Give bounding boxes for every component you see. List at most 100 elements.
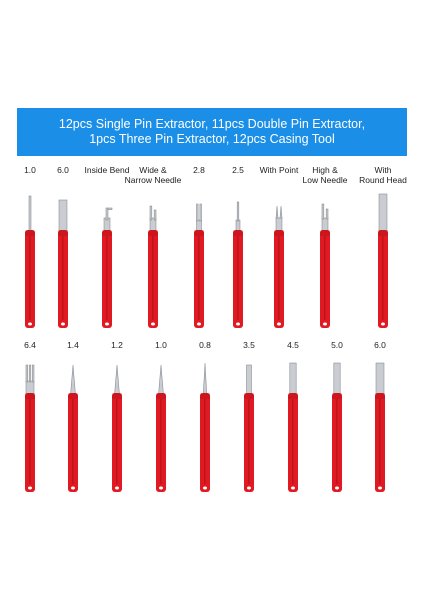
pin-extractor-tool (375, 362, 385, 492)
handle-groove (72, 399, 74, 484)
hang-hole (61, 322, 65, 326)
metal-tip (333, 362, 341, 396)
hang-hole (277, 322, 281, 326)
tool-label: 6.0 (31, 165, 95, 175)
metal-tip (114, 364, 120, 396)
pin-extractor-tool (200, 362, 210, 492)
tool-label-line-1: 4.5 (287, 340, 299, 350)
handle-groove (382, 236, 384, 320)
hang-hole (71, 486, 75, 490)
metal-tip (25, 364, 35, 396)
handle-collar (112, 393, 122, 399)
pin-extractor-tool (194, 203, 204, 328)
hang-hole (247, 486, 251, 490)
tool-label: High & Low Needle (293, 165, 357, 185)
handle-groove (29, 399, 31, 484)
pin-extractor-tool (233, 201, 243, 328)
tool-label-line-1: With (374, 165, 392, 175)
tool-label: 2.8 (167, 165, 231, 175)
tool-label-line-1: With Point (259, 165, 299, 175)
pin-extractor-tool (274, 205, 284, 328)
handle-collar (148, 230, 158, 236)
handle-groove (29, 236, 31, 320)
tool-label: 6.4 (0, 340, 62, 350)
pin-extractor-tool (112, 364, 122, 492)
tool-label: 1.0 (129, 340, 193, 350)
pin-extractor-tool (102, 207, 113, 328)
handle-groove (160, 399, 162, 484)
handle-collar (200, 393, 210, 399)
metal-tip (289, 362, 297, 396)
tool-label: 4.5 (261, 340, 325, 350)
metal-tip (275, 205, 283, 233)
handle-groove (198, 236, 200, 320)
tool-label: With Round Head (351, 165, 415, 185)
handle-collar (332, 393, 342, 399)
hang-hole (323, 322, 327, 326)
handle-collar (102, 230, 112, 236)
metal-tip (375, 362, 385, 396)
tool-label-line-1: 3.5 (243, 340, 255, 350)
handle-collar (68, 393, 78, 399)
hang-hole (381, 322, 385, 326)
handle-collar (233, 230, 243, 236)
metal-tip (158, 364, 164, 396)
tool-label-line-1: 2.5 (232, 165, 244, 175)
handle-groove (248, 399, 250, 484)
metal-tip (196, 203, 202, 233)
tool-label-line-1: 6.0 (374, 340, 386, 350)
tool-label: 1.2 (85, 340, 149, 350)
handle-collar (194, 230, 204, 236)
pin-extractor-tool (156, 364, 166, 492)
title-banner: 12pcs Single Pin Extractor, 11pcs Double… (17, 108, 407, 156)
tool-label-line-1: 6.0 (57, 165, 69, 175)
handle-groove (204, 399, 206, 484)
tool-label-line-2: Low Needle (302, 175, 348, 185)
tool-label-line-2: Narrow Needle (124, 175, 182, 185)
tool-label: 1.0 (0, 165, 62, 175)
hang-hole (236, 322, 240, 326)
handle-groove (152, 236, 154, 320)
tool-label: 2.5 (206, 165, 270, 175)
tool-label: 5.0 (305, 340, 369, 350)
hang-hole (28, 486, 32, 490)
tool-label-line-1: 1.0 (24, 165, 36, 175)
metal-tip (202, 362, 208, 396)
tool-label-line-1: High & (312, 165, 338, 175)
pin-extractor-tool (288, 362, 298, 492)
metal-tip (246, 364, 252, 396)
handle-groove (62, 236, 64, 320)
banner-line-2: 1pcs Three Pin Extractor, 12pcs Casing T… (89, 132, 335, 146)
handle-groove (106, 236, 108, 320)
tool-label: Wide & Narrow Needle (121, 165, 185, 185)
tool-label-line-1: 6.4 (24, 340, 36, 350)
pin-extractor-tool (148, 205, 158, 328)
pin-extractor-tool (332, 362, 342, 492)
handle-collar (156, 393, 166, 399)
hang-hole (291, 486, 295, 490)
hang-hole (378, 486, 382, 490)
pin-extractor-tool (25, 195, 35, 328)
hang-hole (28, 322, 32, 326)
handle-collar (25, 230, 35, 236)
handle-collar (320, 230, 330, 236)
handle-collar (58, 230, 68, 236)
tool-label: Inside Bend (75, 165, 139, 175)
metal-tip (149, 205, 157, 233)
pin-extractor-tool (320, 203, 330, 328)
tool-label-line-1: Inside Bend (84, 165, 130, 175)
handle-collar (378, 230, 388, 236)
handle-collar (375, 393, 385, 399)
hang-hole (335, 486, 339, 490)
tool-label: With Point (247, 165, 311, 175)
tool-label: 1.4 (41, 340, 105, 350)
hang-hole (197, 322, 201, 326)
handle-collar (244, 393, 254, 399)
handle-collar (288, 393, 298, 399)
metal-tip (58, 199, 68, 233)
tool-label-line-1: 1.2 (111, 340, 123, 350)
tool-label: 0.8 (173, 340, 237, 350)
hang-hole (105, 322, 109, 326)
handle-groove (336, 399, 338, 484)
